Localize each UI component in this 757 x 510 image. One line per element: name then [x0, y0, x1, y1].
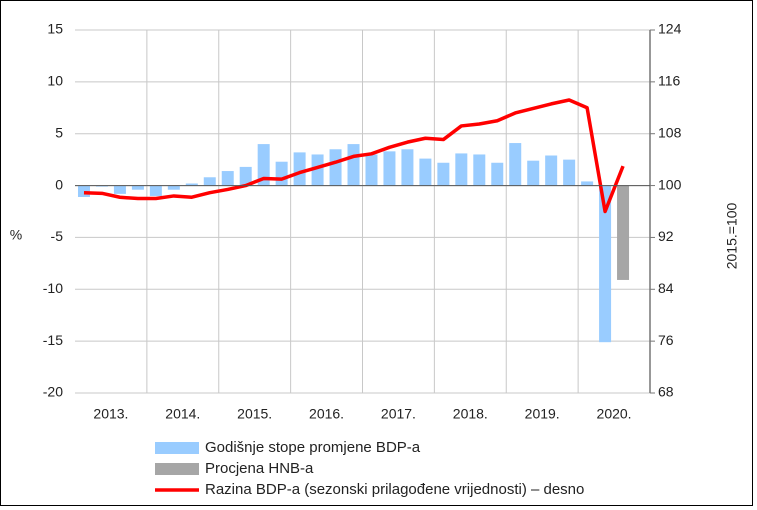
x-tick-label: 2020.	[597, 406, 632, 422]
line	[83, 98, 625, 214]
y2-tick-label: 100	[658, 176, 682, 192]
bar	[455, 153, 468, 186]
x-tick-label: 2019.	[525, 406, 560, 422]
y2-tick-label: 76	[658, 332, 674, 348]
y2-tick-label: 116	[658, 73, 681, 89]
bar	[563, 159, 576, 186]
x-tick-label: 2014.	[165, 406, 200, 422]
x-tick-label: 2017.	[381, 406, 416, 422]
bar	[617, 185, 630, 280]
x-tick-label: 2013.	[93, 406, 128, 422]
bar	[131, 185, 144, 190]
bar	[509, 143, 522, 186]
bar	[221, 171, 234, 186]
bar	[239, 166, 252, 186]
bar	[185, 183, 198, 186]
bar	[257, 144, 270, 186]
y-tick-label: -5	[51, 228, 64, 244]
bar	[167, 185, 180, 190]
bar	[491, 162, 504, 186]
y2-tick-label: 68	[658, 384, 674, 400]
bar	[347, 144, 360, 186]
y-tick-label: -10	[43, 280, 63, 296]
y2-tick-label: 108	[658, 124, 682, 140]
bar	[383, 151, 396, 186]
legend-label: Procjena HNB-a	[205, 460, 314, 477]
bar	[599, 185, 612, 343]
bar	[545, 155, 558, 186]
bar	[311, 154, 324, 186]
bar	[77, 185, 90, 197]
y2-tick-label: 84	[658, 280, 674, 296]
bar	[113, 185, 126, 194]
legend-label: Godišnje stope promjene BDP-a	[205, 439, 421, 456]
y-tick-label: 5	[55, 124, 63, 140]
bar	[293, 152, 306, 186]
y-axis-label: %	[10, 227, 22, 243]
bar	[149, 185, 162, 196]
x-tick-label: 2016.	[309, 406, 344, 422]
bar	[419, 158, 432, 186]
legend-swatch	[155, 463, 199, 475]
y-tick-label: 0	[55, 176, 63, 192]
y-tick-label: 15	[47, 21, 63, 37]
y2-tick-label: 92	[658, 228, 674, 244]
y-tick-label: -20	[43, 384, 63, 400]
bar	[95, 185, 108, 187]
bar	[401, 149, 414, 186]
bar	[275, 161, 288, 186]
y-tick-label: 10	[47, 73, 63, 89]
bar	[527, 160, 540, 186]
x-tick-label: 2015.	[237, 406, 272, 422]
y2-tick-label: 124	[658, 21, 682, 37]
bar	[365, 154, 378, 186]
bar	[473, 154, 486, 186]
bar	[437, 162, 450, 186]
bar	[203, 177, 216, 186]
x-tick-label: 2018.	[453, 406, 488, 422]
y2-axis-label: 2015.=100	[724, 203, 740, 270]
legend-swatch	[155, 442, 199, 454]
bar	[329, 149, 342, 186]
bar	[581, 181, 594, 186]
legend-label: Razina BDP-a (sezonski prilagođene vrije…	[205, 481, 584, 498]
y-tick-label: -15	[43, 332, 63, 348]
